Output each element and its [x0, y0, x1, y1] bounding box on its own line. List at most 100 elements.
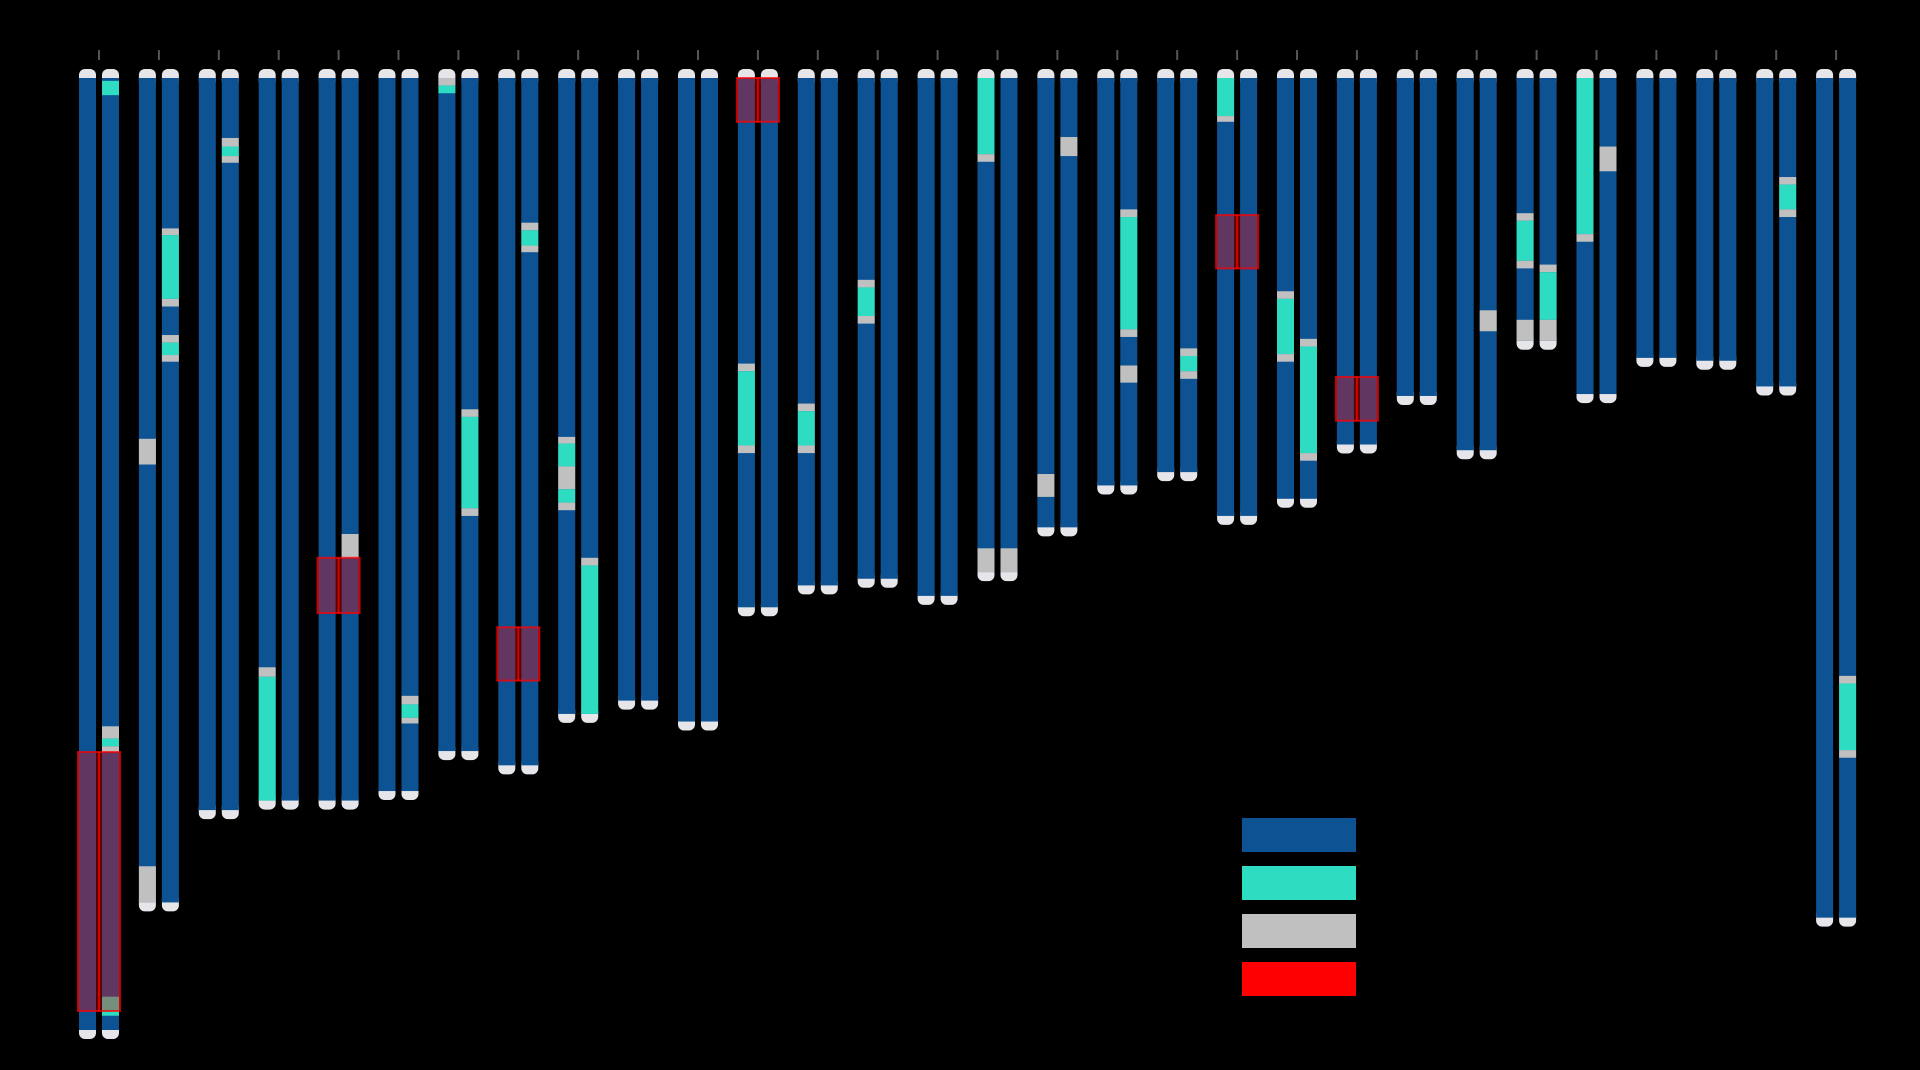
chromosome-9a-segment-5: [558, 502, 576, 511]
chromosome-pair-11: [678, 69, 718, 731]
chromosome-3b-segment-2: [221, 146, 239, 157]
chromosome-30b-body: [1839, 78, 1857, 918]
chromosome-tick-15: [936, 50, 939, 60]
chromosome-9b-body: [581, 78, 599, 714]
chromosome-9a-segment-2: [558, 443, 576, 467]
chromosome-6b-segment-1: [401, 695, 419, 705]
chromosome-13a-segment-3: [797, 445, 815, 454]
chromosome-tick-6: [397, 50, 400, 60]
chromosome-16a-body: [977, 78, 995, 573]
chromosome-tick-11: [697, 50, 699, 60]
chromosome-22b-body: [1359, 78, 1377, 445]
chromosome-16a-segment-1: [977, 78, 995, 155]
chromosome-17a-body: [1037, 78, 1055, 528]
chromosome-tick-12: [756, 50, 759, 60]
chromosome-3b-body: [221, 78, 239, 811]
chromosome-25a-segment-2: [1516, 220, 1534, 261]
chromosome-26a-segment-2: [1576, 234, 1594, 242]
chromosome-tick-2: [157, 50, 160, 60]
legend-item-variant-b: [1242, 914, 1364, 948]
chromosome-tick-1: [98, 50, 100, 60]
chromosome-30b-segment-3: [1839, 750, 1857, 758]
chromosome-13a-segment-1: [797, 403, 815, 412]
chromosome-tick-10: [637, 50, 640, 60]
chromosome-1b-body: [102, 78, 119, 1030]
chromosome-pair-15: [917, 69, 958, 605]
chromosome-3a-body: [198, 78, 216, 811]
chromosome-14a-segment-3: [857, 316, 875, 324]
chromosome-7b-segment-2: [461, 416, 479, 509]
chromosome-9b-segment-2: [581, 565, 599, 714]
chromosome-7a-segment-2: [438, 85, 456, 94]
chromosome-pair-10: [618, 69, 659, 710]
chromosome-14a-segment-1: [857, 279, 875, 288]
chromosome-30b-segment-2: [1839, 683, 1857, 751]
chromosome-15a-body: [917, 78, 935, 596]
chromosome-4a-segment-1: [258, 667, 276, 677]
chromosome-2a-segment-1: [138, 438, 156, 465]
chromosome-pair-26: [1576, 69, 1617, 404]
legend: [1242, 818, 1364, 1010]
chromosome-3b-segment-3: [221, 156, 239, 163]
chromosome-3b-segment-1: [221, 137, 239, 147]
chromosome-pair-30: [1816, 69, 1857, 927]
chromosome-tick-23: [1415, 50, 1418, 60]
chromosome-8b-segment-2: [521, 230, 539, 246]
chromosome-6b-segment-3: [401, 717, 419, 724]
chromosome-tick-13: [816, 50, 819, 60]
chromosome-tick-8: [517, 50, 520, 60]
chromosome-tick-marks: [98, 50, 1838, 60]
chromosome-2b-body: [161, 78, 179, 903]
chromosome-pair-21: [1277, 69, 1317, 508]
chromosome-26b-body: [1599, 78, 1617, 395]
chromosome-19b-segment-2: [1180, 355, 1198, 372]
chromosome-29b-segment-3: [1779, 209, 1797, 217]
chromosome-26a-segment-1: [1576, 78, 1594, 235]
chromosome-pair-2: [138, 69, 179, 912]
chromosome-2b-segment-3: [161, 298, 179, 307]
chromosome-21b-segment-3: [1300, 453, 1317, 461]
chromosome-tick-7: [457, 50, 460, 60]
legend-swatch-highlight: [1242, 962, 1356, 996]
chromosome-tick-26: [1595, 50, 1598, 60]
chromosome-tick-30: [1835, 50, 1838, 60]
chromosome-22a-body: [1336, 78, 1354, 445]
chromosome-tick-9: [577, 50, 580, 60]
chromosome-14a-body: [857, 78, 875, 579]
chromosome-25b-segment-1: [1539, 264, 1557, 273]
chromosome-4a-segment-2: [258, 676, 276, 801]
chromosome-23b-body: [1419, 78, 1437, 396]
chromosome-1b-segment-2: [102, 726, 119, 739]
chromosome-pair-7: [438, 69, 479, 761]
chromosome-12a-segment-1: [737, 363, 755, 372]
legend-item-highlight: [1242, 962, 1364, 996]
chromosome-19b-segment-3: [1180, 371, 1198, 379]
chromosome-pairs: [77, 69, 1857, 1039]
chromosome-pair-1: [77, 69, 121, 1039]
chromosome-19b-body: [1180, 78, 1198, 473]
chromosome-pair-28: [1696, 69, 1737, 370]
chromosome-18b-segment-4: [1120, 365, 1138, 383]
chromosome-9a-segment-1: [558, 436, 576, 444]
legend-swatch-variant-a: [1242, 866, 1356, 900]
chromosome-20b-body: [1240, 78, 1258, 516]
chromosome-18b-segment-2: [1120, 216, 1138, 330]
chromosome-2b-segment-6: [161, 355, 179, 362]
chromosome-24a-body: [1456, 78, 1474, 451]
chromosome-7b-segment-3: [461, 508, 479, 516]
chromosome-9b-segment-1: [581, 557, 599, 566]
chromosome-2b-segment-1: [161, 228, 179, 236]
chromosome-pair-18: [1097, 69, 1138, 495]
legend-item-variant-a: [1242, 866, 1364, 900]
legend-swatch-variant-b: [1242, 914, 1356, 948]
chromosome-pair-17: [1037, 69, 1078, 537]
chromosome-tick-25: [1535, 50, 1538, 60]
chromosome-12a-segment-2: [737, 371, 755, 446]
chromosome-tick-19: [1176, 50, 1179, 60]
chromosome-pair-20: [1215, 69, 1260, 525]
chromosome-pair-12: [735, 69, 780, 617]
chromosome-10b-body: [641, 78, 659, 701]
chromosome-pair-23: [1396, 69, 1437, 405]
chromosome-pair-19: [1157, 69, 1198, 482]
chromosome-tick-21: [1296, 50, 1298, 60]
